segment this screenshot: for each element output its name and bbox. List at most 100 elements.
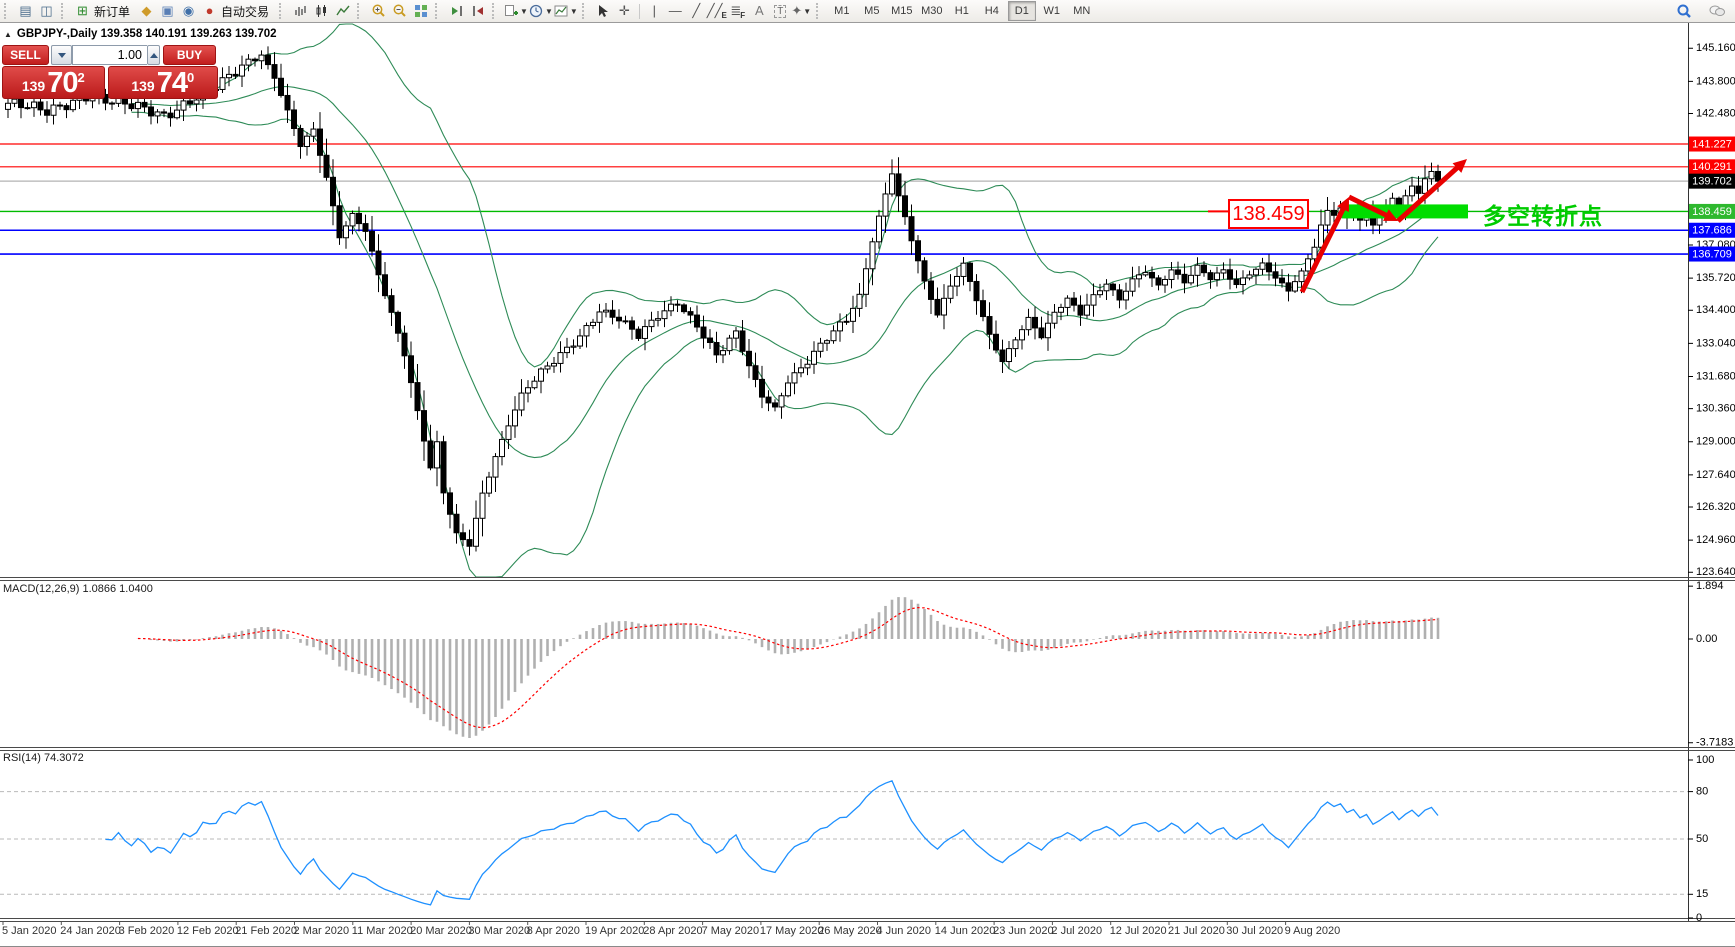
zoom-in-icon[interactable] <box>368 1 389 21</box>
annotation-text[interactable]: 多空转折点 <box>1483 203 1603 229</box>
sell-button[interactable]: SELL <box>2 45 49 65</box>
macd-tick-label: 1.894 <box>1696 580 1724 592</box>
date-label: 12 Jul 2020 <box>1110 925 1167 937</box>
vertical-line-icon[interactable]: | <box>652 3 656 18</box>
toolbar-grip[interactable] <box>435 3 443 19</box>
one-click-trading-panel: SELL BUY 139 70 2 139 74 0 <box>2 45 218 99</box>
price-tick-label: 145.160 <box>1696 42 1735 54</box>
volume-increase-button[interactable] <box>147 45 160 65</box>
highlight-band[interactable] <box>1342 204 1468 219</box>
timeframe-toolbar: M1 M5 M15 M30 H1 H4 D1 W1 MN <box>827 0 1097 22</box>
search-icon[interactable] <box>1673 1 1694 21</box>
toolbar-grip[interactable] <box>4 3 12 19</box>
timeframe-m15-button[interactable]: M15 <box>891 5 913 17</box>
price-badge-141.227 <box>1689 136 1735 152</box>
timeframe-m5-button[interactable]: M5 <box>864 5 880 17</box>
volume-decrease-button[interactable] <box>51 45 72 65</box>
price-tick-label: 135.720 <box>1696 272 1735 284</box>
candles-layer <box>5 46 1441 556</box>
triangle-down-icon <box>57 52 66 58</box>
trendline-icon[interactable]: ╱ <box>692 3 701 18</box>
toolbar-separator <box>638 3 640 19</box>
buy-price[interactable]: 139 74 0 <box>107 66 218 99</box>
new-order-icon[interactable]: ⊞ <box>77 3 88 18</box>
volume-input[interactable] <box>72 45 147 65</box>
price-callout[interactable]: 138.459 <box>1228 199 1309 229</box>
data-window-icon[interactable]: ◫ <box>40 3 53 18</box>
date-label: 17 May 2020 <box>760 925 824 937</box>
price-tick-label: 130.360 <box>1696 403 1735 415</box>
timeframe-h1-button[interactable]: H1 <box>954 5 969 17</box>
autotrading-icon[interactable]: ● <box>205 3 214 18</box>
date-label: 11 Mar 2020 <box>352 925 413 937</box>
date-label: 21 Feb 2020 <box>235 925 297 937</box>
macd-panel: 1.894 0.00 -3.7183 <box>136 580 1733 749</box>
timeframe-mn-button[interactable]: MN <box>1073 5 1091 17</box>
chart-shift-icon[interactable] <box>467 1 488 21</box>
zoom-out-icon[interactable] <box>389 1 410 21</box>
styles-icon[interactable]: ◆ <box>141 3 152 18</box>
svg-text:138.459: 138.459 <box>1692 206 1732 218</box>
auto-scroll-icon[interactable] <box>446 1 467 21</box>
timeframe-d1-button[interactable]: D1 <box>1007 1 1036 21</box>
indicators-icon[interactable]: ▼ <box>503 1 528 21</box>
line-chart-icon[interactable] <box>332 1 353 21</box>
rsi-tick-label: 80 <box>1696 786 1708 798</box>
date-label: 4 Jun 2020 <box>877 925 931 937</box>
toolbar-grip[interactable] <box>581 3 590 19</box>
macd-tick-label: -3.7183 <box>1696 737 1733 749</box>
tile-windows-icon[interactable] <box>410 1 431 21</box>
candlestick-chart-icon[interactable] <box>311 1 332 21</box>
date-label: 3 Feb 2020 <box>119 925 175 937</box>
collapse-arrow-icon[interactable]: ▲ <box>4 29 12 39</box>
date-label: 20 Mar 2020 <box>410 925 472 937</box>
cursor-icon[interactable] <box>593 1 614 21</box>
date-label: 21 Jul 2020 <box>1168 925 1225 937</box>
fibonacci-icon[interactable]: ≣ F <box>730 3 746 20</box>
autotrading-label[interactable]: 自动交易 <box>221 4 270 19</box>
date-label: 9 Aug 2020 <box>1285 925 1341 937</box>
toolbar-grip[interactable] <box>357 3 365 19</box>
crosshair-icon[interactable]: ✛ <box>618 3 630 18</box>
toolbar-grip[interactable] <box>815 3 824 19</box>
date-label: 28 Apr 2020 <box>643 925 702 937</box>
timeframe-m1-button[interactable]: M1 <box>834 5 850 17</box>
price-tick-label: 142.480 <box>1696 107 1735 119</box>
market-watch-icon[interactable]: ▤ <box>19 3 32 18</box>
sell-price[interactable]: 139 70 2 <box>2 66 105 99</box>
price-tick-label: 134.400 <box>1696 304 1735 316</box>
price-tick-label: 127.640 <box>1696 469 1735 481</box>
text-label-icon[interactable]: T <box>770 1 791 21</box>
signals-icon[interactable]: ◉ <box>182 3 195 18</box>
templates-icon[interactable]: ▼ <box>553 1 578 21</box>
chat-icon[interactable] <box>1706 1 1727 21</box>
periods-icon[interactable]: ▼ <box>528 1 553 21</box>
expert-advisors-icon[interactable]: ▣ <box>161 3 174 18</box>
sell-price-prefix: 139 <box>21 78 46 94</box>
horizontal-line-icon[interactable]: — <box>668 3 682 18</box>
toolbar-grip[interactable] <box>492 3 500 19</box>
timeframe-m30-button[interactable]: M30 <box>921 5 943 17</box>
buy-button[interactable]: BUY <box>163 45 216 65</box>
timeframe-h4-button[interactable]: H4 <box>984 5 999 17</box>
timeframe-w1-button[interactable]: W1 <box>1043 5 1061 17</box>
symbol-ohlc-text: GBPJPY-,Daily 139.358 140.191 139.263 13… <box>16 28 277 40</box>
equidistant-channel-icon[interactable]: ╱╱ E <box>706 3 727 20</box>
new-order-label[interactable]: 新订单 <box>94 4 131 19</box>
date-label: 2 Mar 2020 <box>294 925 350 937</box>
bar-chart-icon[interactable] <box>290 1 311 21</box>
toolbar-items: ▤ ◫ ⊞ 新订单 ◆ ▣ ◉ ● 自动交易 ▼ ▼ ▼ ✛ | — ╱ ╱╱ E ≣ F A T ✦ ▼ <box>0 0 827 22</box>
rsi-panel: 100 80 50 15 0 <box>0 754 1714 924</box>
arrows-icon[interactable]: ✦ ▼ <box>791 3 812 18</box>
price-badge-138.459 <box>1689 203 1735 219</box>
toolbar-grip[interactable] <box>279 3 287 19</box>
text-icon[interactable]: A <box>754 3 764 18</box>
toolbar-grip[interactable] <box>61 3 69 19</box>
sell-price-sup: 2 <box>77 70 85 85</box>
bollinger-bands <box>131 23 1439 578</box>
sell-price-big: 70 <box>47 66 78 99</box>
dropdown-arrow-icon: ▼ <box>544 6 553 16</box>
date-label: 5 Jan 2020 <box>2 925 56 937</box>
